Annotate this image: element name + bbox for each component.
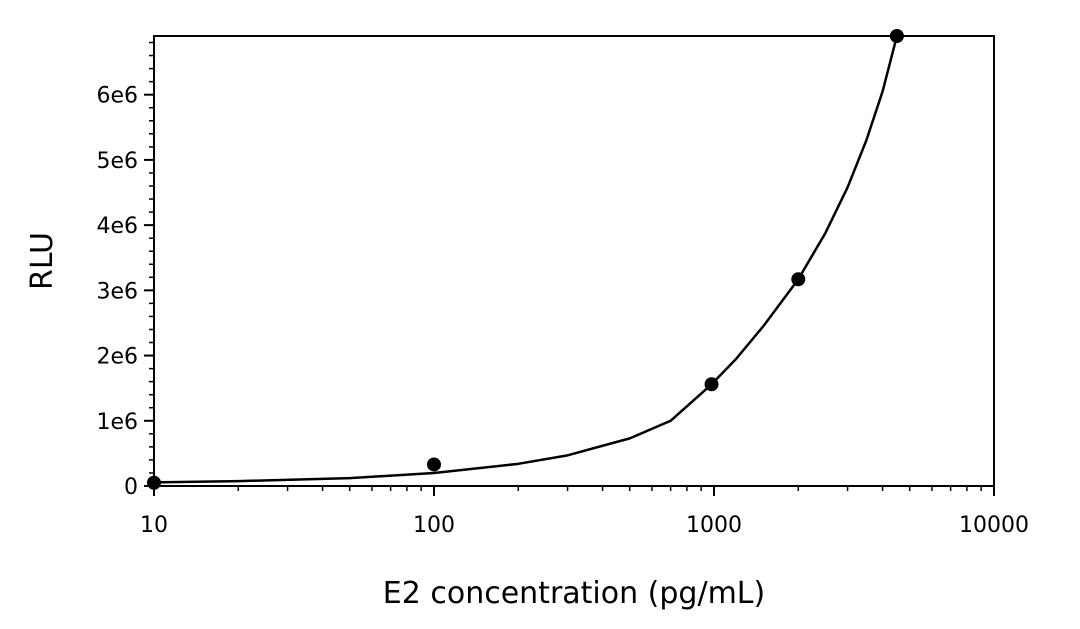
data-point xyxy=(791,272,806,287)
x-axis-title: E2 concentration (pg/mL) xyxy=(383,576,765,611)
minor-ticks xyxy=(149,41,982,491)
fit-curve-line xyxy=(153,35,899,484)
y-tick-label: 4e6 xyxy=(96,214,138,239)
y-axis-title: RLU xyxy=(25,232,60,290)
y-tick-label: 2e6 xyxy=(96,345,138,370)
data-point xyxy=(704,377,719,392)
x-tick-label: 1000 xyxy=(686,513,742,538)
x-tick-label: 10000 xyxy=(959,513,1029,538)
y-tick-label: 6e6 xyxy=(96,84,138,109)
y-tick-label: 3e6 xyxy=(96,279,138,304)
tick-labels: 10 100 1000 10000 0 1e6 2e6 3e6 4e6 5e6 6e6 xyxy=(96,84,1029,538)
x-tick-label: 100 xyxy=(413,513,455,538)
y-tick-label: 0 xyxy=(124,475,138,500)
x-tick-label: 10 xyxy=(140,513,168,538)
y-tick-label: 5e6 xyxy=(96,149,138,174)
fit-layer xyxy=(153,35,899,484)
y-tick-label: 1e6 xyxy=(96,410,138,435)
major-ticks xyxy=(144,93,995,496)
plot-frame xyxy=(153,35,995,487)
data-point xyxy=(427,457,441,472)
points-layer xyxy=(147,29,904,490)
